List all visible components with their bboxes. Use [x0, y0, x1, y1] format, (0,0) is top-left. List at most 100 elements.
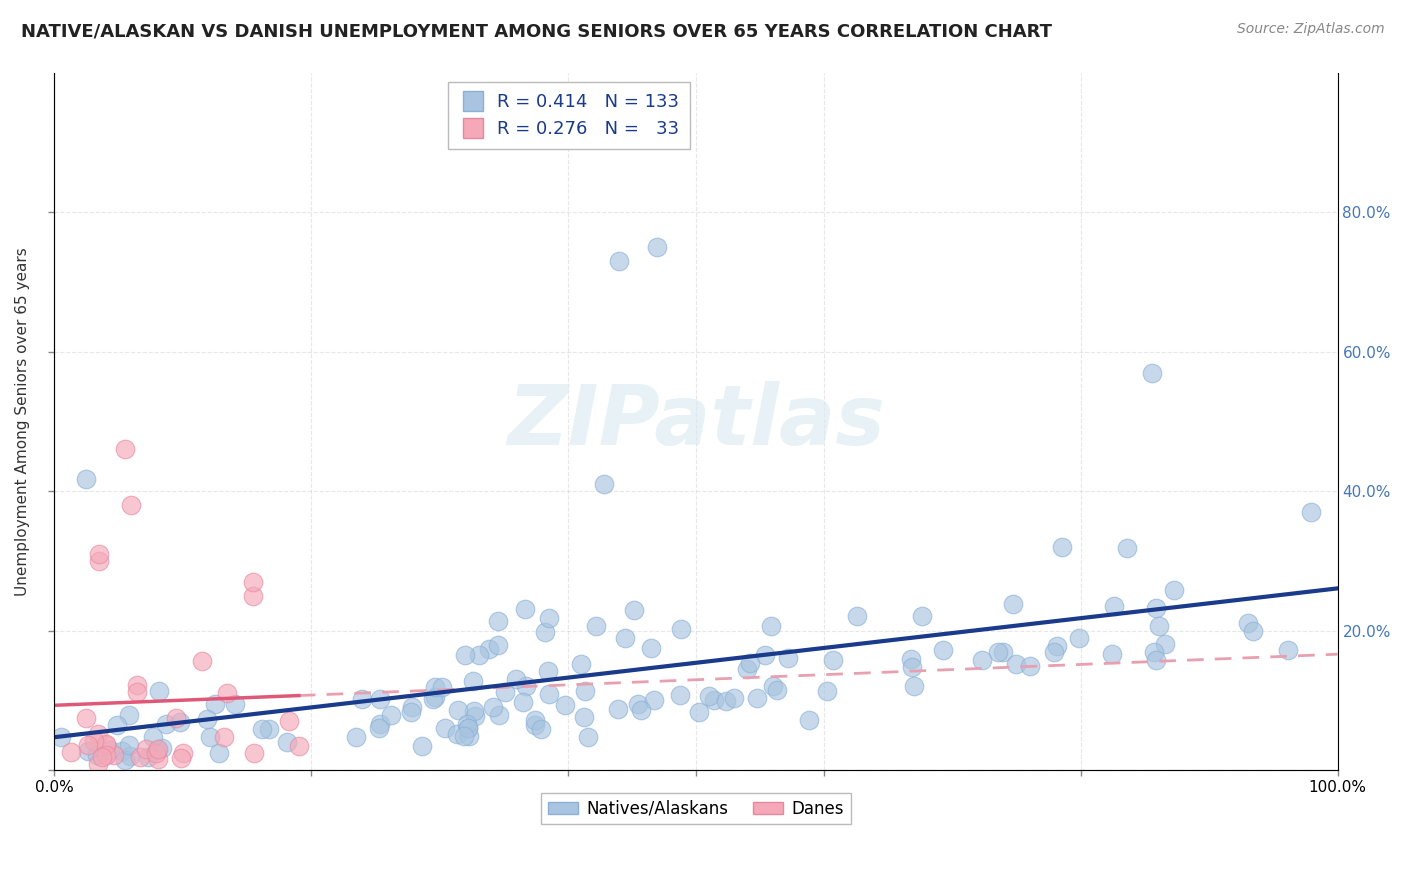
Point	[523, 713, 546, 727]
Point	[368, 716, 391, 731]
Point	[169, 714, 191, 729]
Point	[118, 738, 141, 752]
Point	[142, 730, 165, 744]
Point	[136, 750, 159, 764]
Point	[103, 747, 125, 762]
Point	[120, 498, 142, 512]
Point	[486, 614, 509, 628]
Point	[776, 650, 799, 665]
Point	[1236, 616, 1258, 631]
Point	[643, 693, 665, 707]
Point	[845, 609, 868, 624]
Point	[242, 574, 264, 589]
Point	[505, 672, 527, 686]
Point	[1043, 645, 1066, 659]
Point	[208, 746, 231, 760]
Point	[98, 742, 121, 756]
Point	[797, 713, 820, 727]
Point	[457, 721, 479, 735]
Point	[970, 653, 993, 667]
Point	[512, 695, 534, 709]
Point	[430, 680, 453, 694]
Point	[425, 690, 447, 704]
Point	[172, 747, 194, 761]
Point	[1001, 597, 1024, 611]
Point	[630, 703, 652, 717]
Point	[257, 722, 280, 736]
Point	[105, 718, 128, 732]
Point	[735, 662, 758, 676]
Point	[688, 705, 710, 719]
Point	[146, 742, 169, 756]
Point	[482, 700, 505, 714]
Point	[762, 679, 785, 693]
Point	[197, 712, 219, 726]
Point	[90, 750, 112, 764]
Point	[145, 742, 167, 756]
Point	[125, 685, 148, 699]
Point	[191, 654, 214, 668]
Point	[593, 477, 616, 491]
Point	[911, 609, 934, 624]
Point	[932, 643, 955, 657]
Point	[1005, 657, 1028, 671]
Point	[607, 254, 630, 268]
Point	[530, 723, 553, 737]
Point	[368, 721, 391, 735]
Point	[83, 734, 105, 748]
Point	[411, 739, 433, 753]
Legend: Natives/Alaskans, Danes: Natives/Alaskans, Danes	[541, 793, 851, 824]
Point	[1163, 583, 1185, 598]
Point	[447, 703, 470, 717]
Y-axis label: Unemployment Among Seniors over 65 years: Unemployment Among Seniors over 65 years	[15, 247, 30, 596]
Point	[49, 731, 72, 745]
Point	[494, 685, 516, 699]
Point	[457, 721, 479, 735]
Point	[745, 691, 768, 706]
Point	[198, 730, 221, 744]
Text: Source: ZipAtlas.com: Source: ZipAtlas.com	[1237, 22, 1385, 37]
Point	[350, 692, 373, 706]
Point	[1101, 647, 1123, 661]
Point	[576, 730, 599, 744]
Point	[1144, 653, 1167, 667]
Point	[89, 554, 111, 568]
Point	[89, 547, 111, 561]
Point	[1046, 639, 1069, 653]
Point	[243, 746, 266, 760]
Point	[1102, 599, 1125, 613]
Point	[87, 756, 110, 771]
Point	[401, 699, 423, 714]
Point	[114, 754, 136, 768]
Point	[900, 652, 922, 666]
Point	[468, 648, 491, 662]
Point	[554, 698, 576, 713]
Point	[1069, 632, 1091, 646]
Point	[523, 718, 546, 732]
Point	[607, 702, 630, 716]
Point	[135, 741, 157, 756]
Point	[574, 684, 596, 698]
Point	[627, 697, 650, 711]
Point	[463, 704, 485, 718]
Point	[697, 689, 720, 703]
Point	[114, 442, 136, 457]
Point	[1143, 645, 1166, 659]
Point	[613, 631, 636, 645]
Point	[250, 722, 273, 736]
Point	[900, 660, 922, 674]
Point	[987, 645, 1010, 659]
Point	[1050, 541, 1073, 555]
Point	[738, 656, 761, 670]
Point	[585, 618, 607, 632]
Point	[422, 692, 444, 706]
Point	[669, 688, 692, 702]
Point	[821, 653, 844, 667]
Point	[118, 749, 141, 764]
Point	[1277, 643, 1299, 657]
Point	[204, 697, 226, 711]
Point	[759, 619, 782, 633]
Point	[454, 648, 477, 662]
Point	[703, 693, 725, 707]
Point	[170, 751, 193, 765]
